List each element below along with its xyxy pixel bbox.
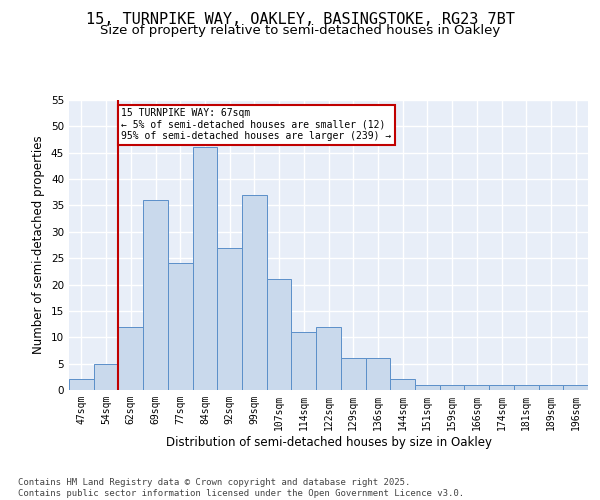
Bar bbox=[118, 326, 143, 390]
Y-axis label: Number of semi-detached properties: Number of semi-detached properties bbox=[32, 136, 46, 354]
Bar bbox=[365, 358, 390, 390]
Bar bbox=[193, 148, 217, 390]
Bar bbox=[242, 195, 267, 390]
Bar bbox=[168, 264, 193, 390]
Bar bbox=[267, 280, 292, 390]
Bar bbox=[539, 384, 563, 390]
Bar bbox=[563, 384, 588, 390]
Text: 15 TURNPIKE WAY: 67sqm
← 5% of semi-detached houses are smaller (12)
95% of semi: 15 TURNPIKE WAY: 67sqm ← 5% of semi-deta… bbox=[121, 108, 392, 141]
Text: Size of property relative to semi-detached houses in Oakley: Size of property relative to semi-detach… bbox=[100, 24, 500, 37]
Bar bbox=[464, 384, 489, 390]
Bar bbox=[440, 384, 464, 390]
X-axis label: Distribution of semi-detached houses by size in Oakley: Distribution of semi-detached houses by … bbox=[166, 436, 491, 448]
Bar bbox=[316, 326, 341, 390]
Bar bbox=[143, 200, 168, 390]
Text: Contains HM Land Registry data © Crown copyright and database right 2025.
Contai: Contains HM Land Registry data © Crown c… bbox=[18, 478, 464, 498]
Bar bbox=[390, 380, 415, 390]
Bar bbox=[217, 248, 242, 390]
Bar bbox=[94, 364, 118, 390]
Bar bbox=[514, 384, 539, 390]
Bar bbox=[292, 332, 316, 390]
Bar bbox=[489, 384, 514, 390]
Bar bbox=[69, 380, 94, 390]
Text: 15, TURNPIKE WAY, OAKLEY, BASINGSTOKE, RG23 7BT: 15, TURNPIKE WAY, OAKLEY, BASINGSTOKE, R… bbox=[86, 12, 514, 28]
Bar bbox=[341, 358, 365, 390]
Bar bbox=[415, 384, 440, 390]
